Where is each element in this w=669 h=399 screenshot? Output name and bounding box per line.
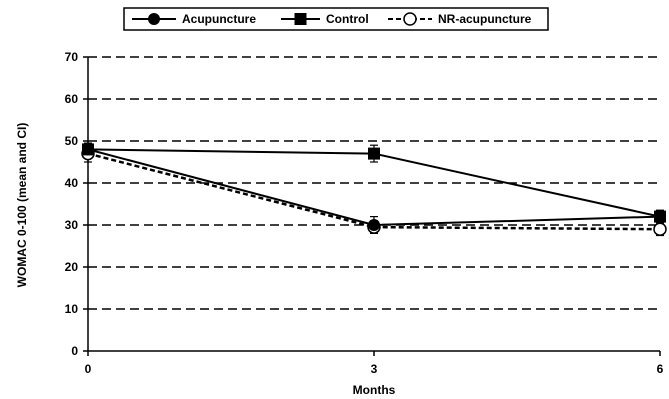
series-line-nr-acupuncture <box>87 152 661 231</box>
y-tick-label-70: 70 <box>65 50 79 64</box>
x-axis-title: Months <box>353 383 396 397</box>
legend-label-nr-acupuncture: NR-acupuncture <box>438 12 532 26</box>
legend-marker-nr-acupuncture <box>403 12 417 26</box>
point-acupuncture-2 <box>654 210 666 223</box>
y-tick-label-50: 50 <box>65 134 79 148</box>
legend-label-acupuncture: Acupuncture <box>182 12 256 26</box>
legend-label-control: Control <box>326 12 369 26</box>
y-tick-label-0: 0 <box>71 344 78 358</box>
y-axis-title: WOMAC 0-100 (mean and CI) <box>15 123 29 288</box>
y-tick-label-30: 30 <box>65 218 79 232</box>
x-tick-label-0: 0 <box>85 362 92 376</box>
point-nr-acupuncture-2 <box>653 222 667 236</box>
axes: 0 10 20 30 40 50 60 70 0 3 6 <box>65 50 664 376</box>
y-tick-label-40: 40 <box>65 176 79 190</box>
point-acupuncture-0 <box>82 143 94 156</box>
point-acupuncture-1 <box>368 219 380 231</box>
y-tick-label-60: 60 <box>65 92 79 106</box>
legend-marker-control <box>294 13 307 25</box>
x-tick-label-6: 6 <box>657 362 664 376</box>
y-tick-label-10: 10 <box>65 302 79 316</box>
legend: Acupuncture Control NR-acupuncture <box>123 7 549 31</box>
x-tick-label-3: 3 <box>371 362 378 376</box>
series-layer <box>81 142 667 237</box>
point-control-1 <box>368 147 380 160</box>
grid-lines <box>88 56 660 310</box>
legend-box <box>123 7 549 31</box>
y-tick-label-20: 20 <box>65 260 79 274</box>
legend-marker-acupuncture <box>148 13 160 25</box>
